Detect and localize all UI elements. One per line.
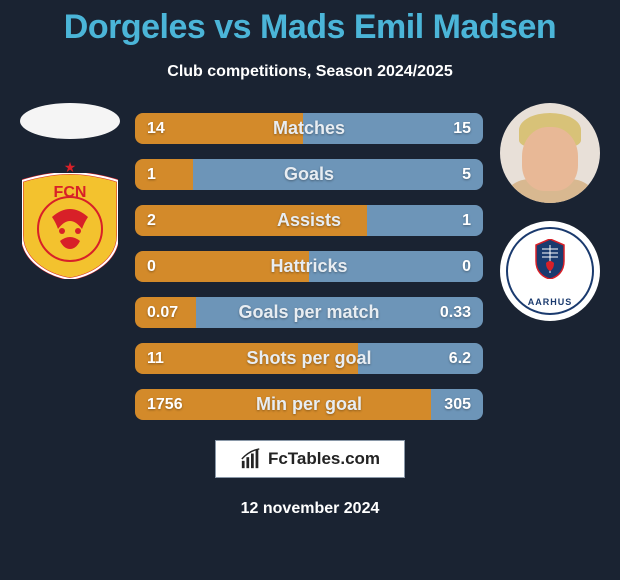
player-right-avatar	[500, 103, 600, 203]
stat-value-left: 1	[147, 159, 156, 190]
stat-value-left: 0	[147, 251, 156, 282]
brand-text: FcTables.com	[268, 449, 380, 469]
left-player-column: ★ FCN	[10, 103, 130, 279]
bar-left-fill	[135, 159, 193, 190]
player-left-club-badge: ★ FCN	[20, 159, 120, 279]
right-player-column: AARHUS	[490, 103, 610, 321]
brand-badge: FcTables.com	[215, 440, 405, 478]
brand-chart-icon	[240, 448, 262, 470]
page-title: Dorgeles vs Mads Emil Madsen	[0, 0, 620, 47]
agf-crest-icon	[532, 239, 568, 279]
stat-value-left: 1756	[147, 389, 183, 420]
bar-left-fill	[135, 251, 309, 282]
stat-value-right: 15	[453, 113, 471, 144]
club-right-label: AARHUS	[500, 297, 600, 307]
player-right-club-badge: AARHUS	[500, 221, 600, 321]
svg-text:FCN: FCN	[54, 184, 87, 201]
stat-row: 116.2Shots per goal	[135, 343, 483, 374]
stat-value-right: 0.33	[440, 297, 471, 328]
bar-right-fill	[309, 251, 483, 282]
date-label: 12 november 2024	[0, 500, 620, 518]
stat-row: 1415Matches	[135, 113, 483, 144]
stat-row: 00Hattricks	[135, 251, 483, 282]
fcn-shield-icon: FCN	[22, 173, 118, 279]
stat-value-right: 5	[462, 159, 471, 190]
stat-value-left: 11	[147, 343, 164, 374]
bar-right-fill	[193, 159, 483, 190]
bar-left-fill	[135, 205, 367, 236]
page-subtitle: Club competitions, Season 2024/2025	[0, 63, 620, 81]
stat-row: 0.070.33Goals per match	[135, 297, 483, 328]
stat-value-right: 305	[444, 389, 471, 420]
stat-row: 1756305Min per goal	[135, 389, 483, 420]
bar-left-fill	[135, 343, 358, 374]
stat-value-right: 0	[462, 251, 471, 282]
stat-value-right: 6.2	[449, 343, 471, 374]
stat-bars-container: 1415Matches15Goals21Assists00Hattricks0.…	[135, 113, 483, 435]
stat-value-left: 2	[147, 205, 156, 236]
player-left-avatar	[20, 103, 120, 139]
stat-value-left: 0.07	[147, 297, 178, 328]
stat-row: 15Goals	[135, 159, 483, 190]
stat-row: 21Assists	[135, 205, 483, 236]
stat-value-right: 1	[462, 205, 471, 236]
stat-value-left: 14	[147, 113, 165, 144]
